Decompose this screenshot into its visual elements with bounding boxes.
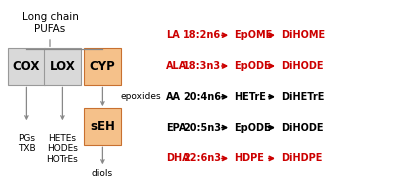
- Text: ALA: ALA: [166, 61, 187, 71]
- Text: DiHODE: DiHODE: [281, 123, 323, 133]
- Text: AA: AA: [166, 92, 181, 102]
- Text: LOX: LOX: [50, 60, 75, 73]
- Text: 18:2n6: 18:2n6: [183, 30, 221, 40]
- Text: sEH: sEH: [90, 120, 115, 133]
- Text: DHA: DHA: [166, 153, 190, 163]
- Text: EpODE: EpODE: [234, 123, 271, 133]
- FancyBboxPatch shape: [44, 48, 81, 85]
- Text: HDPE: HDPE: [234, 153, 264, 163]
- Text: HETrE: HETrE: [234, 92, 266, 102]
- Text: 20:5n3: 20:5n3: [183, 123, 221, 133]
- Text: EPA: EPA: [166, 123, 186, 133]
- Text: COX: COX: [13, 60, 40, 73]
- Text: EpODE: EpODE: [234, 61, 271, 71]
- Text: CYP: CYP: [90, 60, 115, 73]
- Text: 18:3n3: 18:3n3: [183, 61, 221, 71]
- Text: diols: diols: [92, 169, 113, 176]
- Text: HETEs
HODEs
HOTrEs: HETEs HODEs HOTrEs: [46, 134, 78, 164]
- Text: DiHETrE: DiHETrE: [281, 92, 324, 102]
- Text: DiHDPE: DiHDPE: [281, 153, 322, 163]
- Text: LA: LA: [166, 30, 180, 40]
- Text: DiHODE: DiHODE: [281, 61, 323, 71]
- FancyBboxPatch shape: [84, 48, 121, 85]
- FancyBboxPatch shape: [84, 108, 121, 145]
- Text: DiHOME: DiHOME: [281, 30, 325, 40]
- Text: 20:4n6: 20:4n6: [183, 92, 221, 102]
- Text: PGs
TXB: PGs TXB: [18, 134, 35, 153]
- Text: EpOME: EpOME: [234, 30, 272, 40]
- FancyBboxPatch shape: [8, 48, 45, 85]
- Text: Long chain
PUFAs: Long chain PUFAs: [22, 12, 78, 34]
- Text: epoxides: epoxides: [121, 92, 162, 101]
- Text: 22:6n3: 22:6n3: [183, 153, 221, 163]
